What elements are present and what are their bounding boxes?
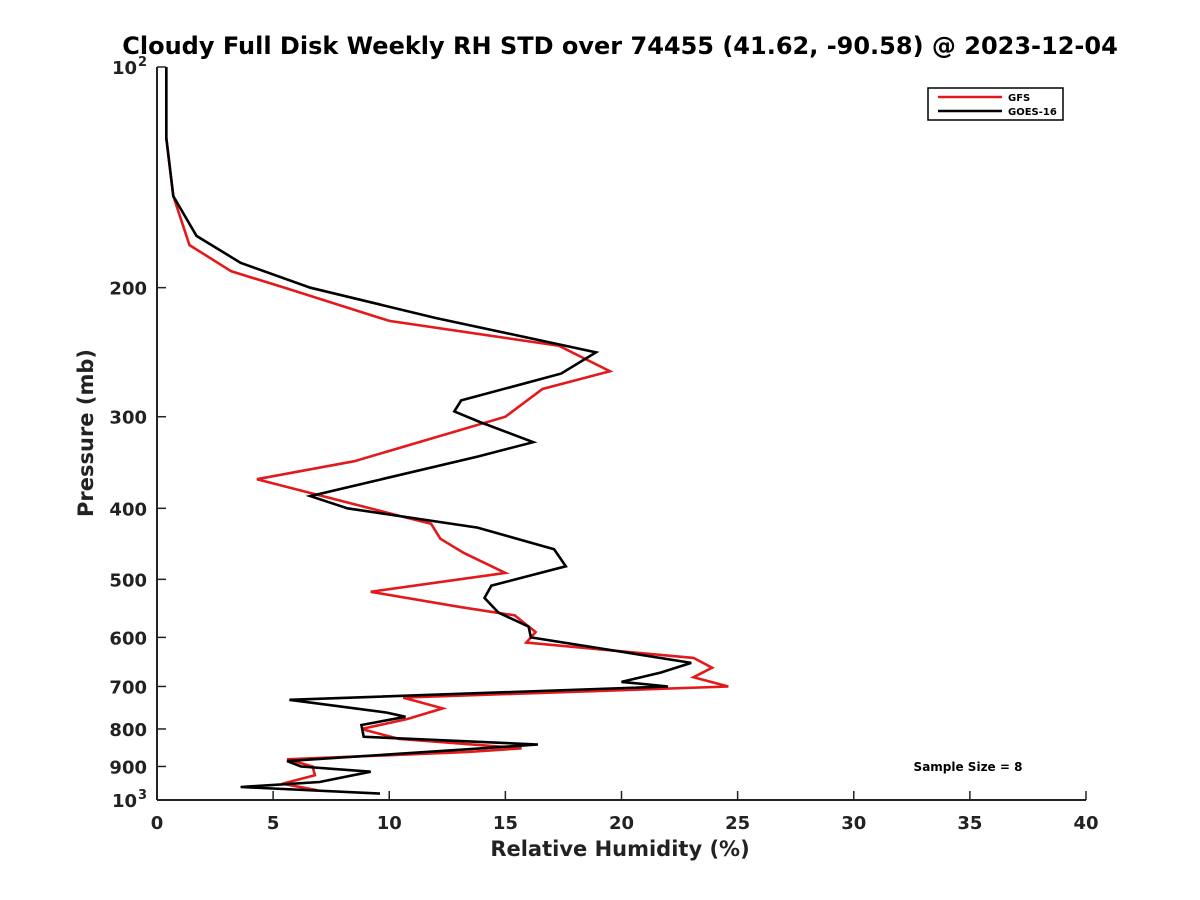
y-tick-label: 200 xyxy=(109,279,147,300)
y-tick-label: 500 xyxy=(109,570,147,591)
y-tick-label: 10 xyxy=(112,58,137,79)
series-line-gfs xyxy=(165,67,729,792)
x-tick-label: 5 xyxy=(267,813,280,834)
x-tick-label: 25 xyxy=(725,813,750,834)
x-tick-label: 40 xyxy=(1073,813,1098,834)
y-tick-exponent: 3 xyxy=(138,788,147,803)
y-tick-label: 300 xyxy=(109,408,147,429)
legend-box xyxy=(927,87,1064,121)
x-axis-label: Relative Humidity (%) xyxy=(490,837,749,861)
x-tick-label: 15 xyxy=(493,813,518,834)
y-axis-label: Pressure (mb) xyxy=(74,349,98,517)
y-tick-label: 800 xyxy=(109,720,147,741)
plot-background xyxy=(157,67,1086,800)
legend: GFS GOES-16 xyxy=(927,87,1064,121)
y-tick-label: 900 xyxy=(109,757,147,778)
x-tick-label: 20 xyxy=(609,813,634,834)
legend-label-goes16: GOES-16 xyxy=(1008,107,1057,118)
x-ticks: 0 5 10 15 20 25 30 35 40 xyxy=(151,791,1099,834)
sample-size-annotation: Sample Size = 8 xyxy=(914,760,1023,774)
x-tick-label: 0 xyxy=(151,813,164,834)
plot-area xyxy=(157,67,1086,800)
y-tick-exponent: 2 xyxy=(138,55,147,70)
x-tick-label: 35 xyxy=(957,813,982,834)
series-line-goes16 xyxy=(165,67,692,795)
series-lines xyxy=(165,67,729,795)
chart-title: Cloudy Full Disk Weekly RH STD over 7445… xyxy=(122,32,1118,60)
x-tick-label: 30 xyxy=(841,813,866,834)
y-tick-label: 600 xyxy=(109,628,147,649)
y-tick-label: 400 xyxy=(109,499,147,520)
x-tick-label: 10 xyxy=(377,813,402,834)
y-tick-label: 700 xyxy=(109,677,147,698)
y-tick-label: 10 xyxy=(112,791,137,812)
legend-label-gfs: GFS xyxy=(1008,93,1030,104)
